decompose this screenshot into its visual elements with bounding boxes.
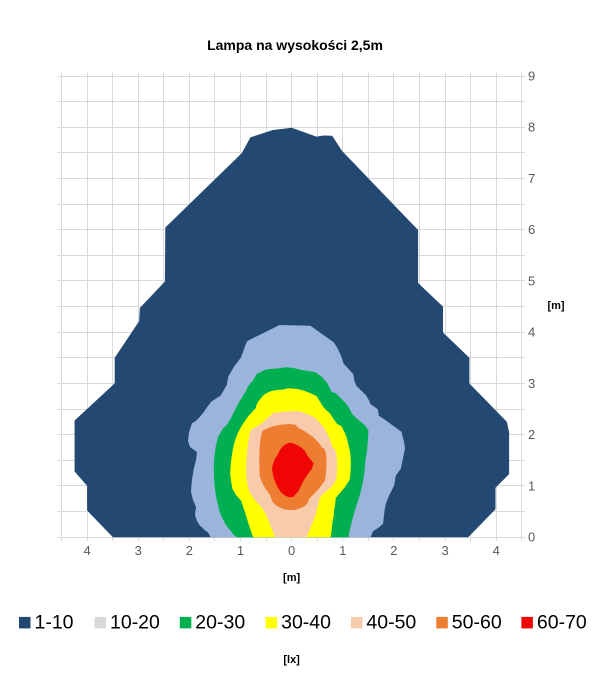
svg-text:[lx]: [lx] [283,654,300,666]
svg-text:50-60: 50-60 [452,612,502,634]
svg-text:Lampa na wysokości 2,5m: Lampa na wysokości 2,5m [207,37,383,53]
svg-text:8: 8 [528,120,535,135]
svg-text:[m]: [m] [283,572,300,584]
svg-text:2: 2 [390,543,397,558]
svg-text:3: 3 [441,543,448,558]
svg-text:40-50: 40-50 [366,612,416,634]
svg-text:3: 3 [135,543,142,558]
svg-text:0: 0 [528,530,535,545]
svg-text:4: 4 [493,543,500,558]
svg-text:4: 4 [528,325,535,340]
svg-text:20-30: 20-30 [195,612,245,634]
svg-text:4: 4 [83,543,90,558]
svg-text:[m]: [m] [547,300,564,312]
svg-text:1: 1 [237,543,244,558]
svg-text:5: 5 [528,274,535,289]
svg-text:10-20: 10-20 [110,612,160,634]
svg-text:60-70: 60-70 [537,612,587,634]
svg-text:9: 9 [528,69,535,84]
svg-text:1: 1 [528,479,535,494]
svg-text:1-10: 1-10 [35,612,74,634]
svg-text:7: 7 [528,171,535,186]
svg-text:0: 0 [288,543,295,558]
svg-text:6: 6 [528,222,535,237]
svg-text:30-40: 30-40 [281,612,331,634]
svg-text:3: 3 [528,376,535,391]
svg-text:2: 2 [528,427,535,442]
svg-text:1: 1 [339,543,346,558]
svg-text:2: 2 [186,543,193,558]
